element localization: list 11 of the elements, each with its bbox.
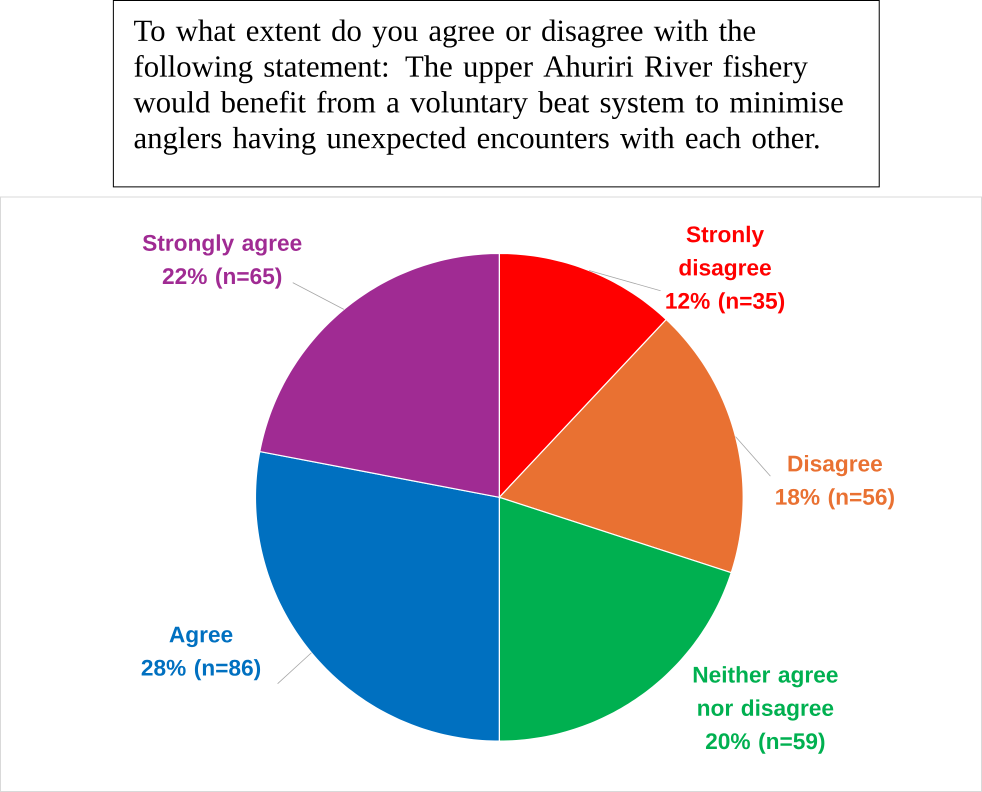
data-label: 28% (n=86) [142,659,260,680]
data-label: 20% (n=59) [706,732,824,754]
slice-label: Stronly disagree [679,226,771,280]
slice-label: Disagree [788,454,882,476]
chart-title: To what extent do you agree or disagree with the following statement: The upper Ahuriri River fishery would benefit from a voluntary beat system to minimise anglers having unexpected encounters with each other. [134,20,843,155]
data-label: 18% (n=56) [776,488,894,510]
slice-label: Neither agree nor disagree [694,666,838,721]
slice-label: Strongly agree [142,234,302,256]
data-label: 12% (n=35) [666,292,784,314]
data-label: 22% (n=65) [162,268,282,289]
slice-label: Agree [169,626,232,648]
